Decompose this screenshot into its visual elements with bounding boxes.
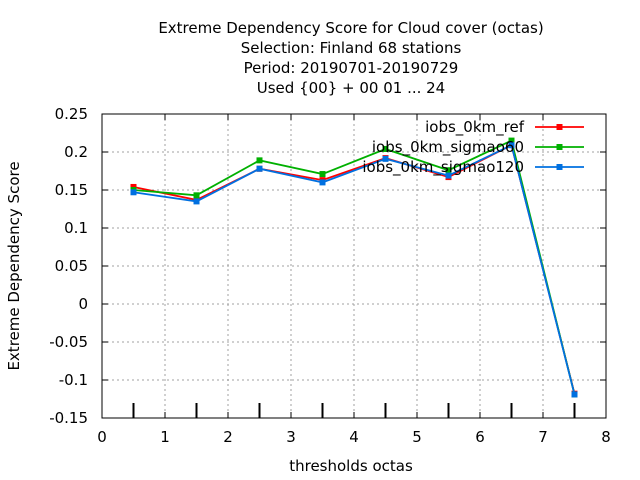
legend-label-0: iobs_0km_ref xyxy=(425,118,525,137)
axis-ticks xyxy=(101,113,607,419)
point-iobs_0km_sigmao120-2 xyxy=(256,165,263,172)
point-iobs_0km_sigmao60-1 xyxy=(193,192,200,199)
point-iobs_0km_sigmao60-6 xyxy=(508,137,515,144)
y-tick-label-7: 0.2 xyxy=(64,143,88,161)
series-iobs_0km_sigmao60 xyxy=(130,137,578,398)
point-iobs_0km_ref-0 xyxy=(130,183,137,190)
y-tick-label-5: 0.1 xyxy=(64,219,88,237)
point-iobs_0km_sigmao120-5 xyxy=(445,172,452,179)
y-tick-label-4: 0.05 xyxy=(55,257,88,275)
y-tick-label-0: -0.15 xyxy=(49,409,88,427)
point-iobs_0km_sigmao60-4 xyxy=(382,145,389,152)
bottom-marks xyxy=(132,403,576,418)
point-iobs_0km_sigmao120-0 xyxy=(130,189,137,196)
x-tick-label-4: 4 xyxy=(349,428,359,446)
point-iobs_0km_sigmao60-3 xyxy=(319,171,326,178)
x-tick-label-6: 6 xyxy=(475,428,485,446)
point-iobs_0km_sigmao120-4 xyxy=(382,155,389,162)
y-axis-label: Extreme Dependency Score xyxy=(5,161,23,370)
series-line-iobs_0km_sigmao120 xyxy=(133,143,576,395)
title-line-2: Period: 20190701-20190729 xyxy=(244,59,459,77)
y-tick-label-6: 0.15 xyxy=(55,181,88,199)
point-iobs_0km_sigmao120-6 xyxy=(508,142,515,149)
legend-marker-2 xyxy=(556,164,563,170)
y-tick-label-2: -0.05 xyxy=(49,333,88,351)
title-line-0: Extreme Dependency Score for Cloud cover… xyxy=(158,19,543,37)
x-tick-label-2: 2 xyxy=(223,428,233,446)
legend-marker-1 xyxy=(556,144,563,150)
legend-label-1: iobs_0km_sigmao60 xyxy=(372,138,524,157)
x-tick-label-3: 3 xyxy=(286,428,296,446)
y-tick-label-3: 0 xyxy=(78,295,88,313)
y-tick-label-8: 0.25 xyxy=(55,105,88,123)
legend-marker-0 xyxy=(556,124,563,130)
legend-label-2: iobs_0km_sigmao120 xyxy=(362,158,524,177)
point-iobs_0km_sigmao120-3 xyxy=(319,179,326,186)
point-iobs_0km_sigmao60-2 xyxy=(256,157,263,164)
point-iobs_0km_sigmao120-7 xyxy=(571,391,578,398)
point-iobs_0km_sigmao60-5 xyxy=(445,167,452,174)
title-line-3: Used {00} + 00 01 ... 24 xyxy=(257,79,445,97)
chart-title: Extreme Dependency Score for Cloud cover… xyxy=(158,19,543,97)
series-group xyxy=(130,137,578,398)
x-tick-label-8: 8 xyxy=(601,428,611,446)
legend: iobs_0km_refiobs_0km_sigmao60iobs_0km_si… xyxy=(362,118,584,177)
y-tick-label-1: -0.1 xyxy=(59,371,88,389)
x-tick-label-7: 7 xyxy=(538,428,548,446)
x-tick-labels: 0 1 2 3 4 5 6 7 8 xyxy=(97,428,611,446)
point-iobs_0km_sigmao120-1 xyxy=(193,198,200,205)
x-axis-label: thresholds octas xyxy=(289,457,413,475)
x-tick-label-5: 5 xyxy=(412,428,422,446)
title-line-1: Selection: Finland 68 stations xyxy=(241,39,462,57)
y-tick-labels: -0.15 -0.1 -0.05 0 0.05 0.1 0.15 0.2 0.25 xyxy=(49,105,88,427)
x-tick-label-1: 1 xyxy=(160,428,170,446)
series-line-iobs_0km_sigmao60 xyxy=(133,139,576,395)
series-iobs_0km_sigmao120 xyxy=(130,142,578,398)
grid xyxy=(102,114,606,418)
x-tick-label-0: 0 xyxy=(97,428,107,446)
